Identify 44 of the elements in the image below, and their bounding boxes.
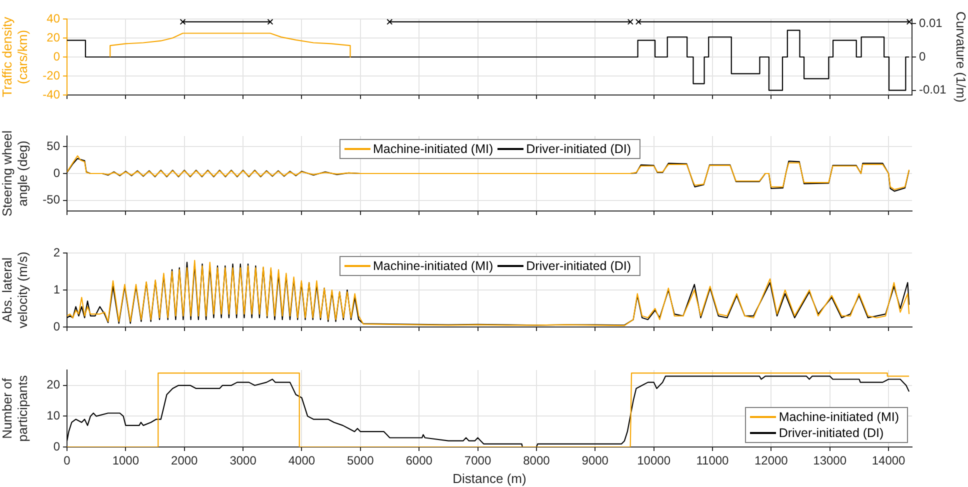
y-tick-label: 40 xyxy=(46,11,60,26)
x-tick-label: 0 xyxy=(64,454,71,468)
x-tick-label: 9000 xyxy=(582,454,609,468)
y-tick-label: 0 xyxy=(53,439,60,454)
y2-tick-label: -0.01 xyxy=(919,82,947,97)
legend-label: Driver-initiated (DI) xyxy=(778,425,884,441)
y-tick-label: 10 xyxy=(46,408,60,423)
y2-tick-label: 0 xyxy=(919,49,926,64)
y-tick-label: -50 xyxy=(42,192,60,207)
y-tick-label: -40 xyxy=(42,87,60,102)
y-axis-title: Traffic density (cars/km) xyxy=(0,16,30,98)
y2-axis-title: Curvature (1/m) xyxy=(954,11,968,103)
legend-label: Driver-initiated (DI) xyxy=(526,258,632,274)
y-tick-label: 2 xyxy=(53,245,60,260)
x-tick-label: 1000 xyxy=(112,454,140,468)
y-axis-title: Abs. lateral velocity (m/s) xyxy=(0,252,30,328)
y-tick-label: 20 xyxy=(46,30,60,44)
x-tick-label: 8000 xyxy=(523,454,550,468)
y-tick-label: -20 xyxy=(42,68,60,82)
legend-label: Machine-initiated (MI) xyxy=(778,409,899,425)
x-tick-label: 2000 xyxy=(171,454,198,468)
legend-label: Machine-initiated (MI) xyxy=(372,141,494,157)
x-tick-label: 4000 xyxy=(288,454,316,468)
x-tick-label: 5000 xyxy=(347,454,374,468)
legend-label: Machine-initiated (MI) xyxy=(372,258,494,274)
y-tick-label: 50 xyxy=(46,139,60,154)
x-tick-label: 12000 xyxy=(754,454,788,468)
x-tick-label: 6000 xyxy=(406,454,433,468)
y2-tick-label: 0.01 xyxy=(919,16,943,30)
y-tick-label: 0 xyxy=(53,166,60,180)
x-tick-label: 11000 xyxy=(696,454,730,468)
x-axis-title: Distance (m) xyxy=(452,470,526,486)
x-tick-label: 3000 xyxy=(230,454,257,468)
y-axis-title: Number of participants xyxy=(0,374,30,442)
legend-label: Driver-initiated (DI) xyxy=(526,141,632,157)
y-tick-label: 20 xyxy=(46,378,60,392)
y-tick-label: 0 xyxy=(53,49,60,64)
x-tick-label: 13000 xyxy=(813,454,847,468)
x-tick-label: 10000 xyxy=(637,454,671,468)
x-tick-label: 14000 xyxy=(872,454,906,468)
x-tick-label: 7000 xyxy=(464,454,492,468)
y-axis-title: Steering wheel angle (deg) xyxy=(0,130,30,216)
y-tick-label: 0 xyxy=(53,319,60,334)
y-tick-label: 1 xyxy=(53,282,60,296)
